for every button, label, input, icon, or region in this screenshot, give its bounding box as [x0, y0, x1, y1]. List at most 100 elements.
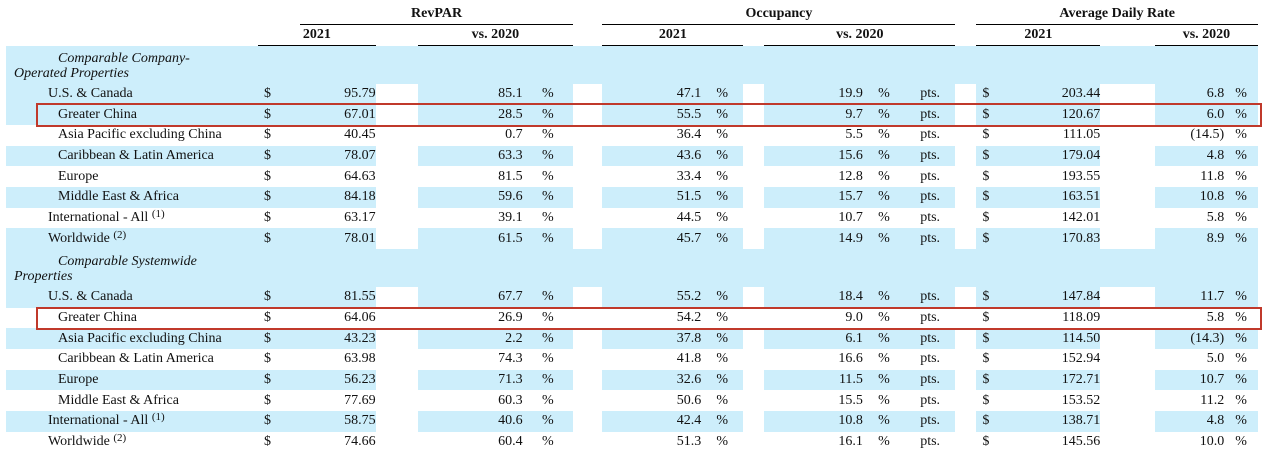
currency-symbol: $	[264, 127, 272, 143]
percent-sign: %	[716, 392, 729, 408]
spacer	[376, 432, 418, 453]
percent-sign: %	[542, 209, 554, 225]
currency-symbol: $	[982, 392, 990, 408]
footnote-marker: (2)	[113, 432, 127, 445]
revpar-change-value: 2.2	[417, 328, 523, 350]
currency-symbol: $	[976, 411, 1019, 432]
section-title: Comparable Systemwide Properties	[6, 249, 1258, 287]
percent-sign: %	[1224, 228, 1258, 249]
occupancy-change-value: 15.5	[838, 392, 863, 408]
percent-sign: %	[1224, 145, 1258, 167]
adr-2021-value: 152.94	[1061, 351, 1101, 367]
points-unit: pts.	[904, 369, 956, 391]
percent-sign: %	[716, 310, 729, 326]
occupancy-2021-value: 45.7	[602, 228, 702, 249]
section-title-line2: Operated Properties	[14, 65, 129, 81]
header-revpar-2021: 2021	[258, 24, 376, 46]
occupancy-2021-value: 33.4	[676, 168, 702, 184]
occupancy-change-value: 18.4	[764, 287, 863, 308]
percent-sign: %	[1224, 186, 1258, 208]
region-name: Middle East & Africa	[58, 392, 179, 408]
occupancy-2021-value: 51.3	[676, 434, 702, 450]
adr-2021-value: 170.83	[1018, 228, 1101, 249]
percent-sign: %	[1235, 209, 1247, 225]
spacer	[1100, 208, 1155, 229]
region-cell: Middle East & Africa	[6, 186, 259, 208]
spacer	[573, 287, 602, 308]
spacer	[1100, 308, 1155, 329]
footnote-marker: (1)	[151, 207, 165, 220]
adr-2021-value: 179.04	[1018, 145, 1101, 167]
percent-sign: %	[1224, 104, 1258, 125]
table-row: Middle East & Africa $77.69 60.3% 50.6% 15.5…	[6, 390, 1258, 411]
revpar-change-value: 60.3	[498, 392, 523, 408]
percent-sign: %	[542, 434, 554, 450]
adr-2021-value: 138.71	[1018, 411, 1101, 432]
adr-2021-value: 147.84	[1018, 287, 1101, 308]
spacer	[573, 349, 602, 370]
revpar-2021-value: 40.45	[344, 127, 376, 143]
region-cell: U.S. & Canada	[6, 287, 259, 308]
spacer	[743, 125, 764, 146]
region-cell: Middle East & Africa	[6, 390, 258, 411]
percent-sign: %	[542, 127, 554, 143]
spacer	[743, 432, 764, 453]
revpar-2021-value: 56.23	[300, 369, 376, 391]
header-group-row: RevPAR Occupancy Average Daily Rate	[6, 4, 1258, 25]
header-revpar: RevPAR	[300, 4, 574, 25]
region-name: Greater China	[58, 310, 137, 326]
spacer	[743, 287, 764, 308]
spacer	[955, 208, 976, 229]
region-name: Greater China	[58, 106, 137, 122]
adr-change-value: 6.8	[1154, 83, 1225, 105]
percent-sign: %	[522, 328, 574, 350]
spacer	[573, 166, 602, 187]
revpar-change-value: 39.1	[498, 209, 523, 225]
adr-2021-value: 203.44	[1018, 83, 1101, 105]
revpar-2021-value: 58.75	[300, 411, 376, 432]
adr-2021-value: 163.51	[1018, 186, 1101, 208]
adr-change-value: (14.3)	[1154, 328, 1225, 350]
revpar-change-value: 67.7	[417, 287, 523, 308]
table-row: Greater China $64.06 26.9% 54.2% 9.0% pts. $11…	[6, 308, 1258, 329]
table-row: Worldwide (2) $74.66 60.4% 51.3% 16.1% pts. $1…	[6, 432, 1258, 453]
occupancy-change-value: 19.9	[764, 83, 863, 105]
occupancy-2021-value: 32.6	[602, 369, 702, 391]
percent-sign: %	[862, 104, 905, 125]
adr-2021-value: 153.52	[1061, 392, 1101, 408]
revpar-change-value: 81.5	[498, 168, 523, 184]
currency-symbol: $	[976, 287, 1019, 308]
adr-change-value: (14.5)	[1190, 127, 1225, 143]
spacer	[573, 146, 602, 167]
percent-sign: %	[1235, 168, 1247, 184]
occupancy-change-value: 9.0	[845, 310, 863, 326]
spacer	[573, 432, 602, 453]
spacer	[376, 287, 418, 308]
percent-sign: %	[862, 186, 905, 208]
header-occupancy-vs: vs. 2020	[764, 24, 956, 46]
region-cell: Europe	[6, 166, 258, 187]
spacer	[955, 287, 976, 308]
percent-sign: %	[716, 209, 729, 225]
header-adr-2021: 2021	[976, 24, 1101, 46]
adr-2021-value: 193.55	[1061, 168, 1101, 184]
points-unit: pts.	[904, 83, 956, 105]
region-cell: International - All (1)	[6, 208, 258, 229]
revpar-2021-value: 74.66	[344, 434, 376, 450]
region-name: International - All	[48, 413, 149, 429]
spacer	[743, 84, 764, 105]
occupancy-2021-value: 44.5	[676, 209, 702, 225]
spacer	[1100, 104, 1155, 125]
spacer	[1100, 287, 1155, 308]
currency-symbol: $	[258, 228, 301, 249]
revpar-change-value: 0.7	[505, 127, 523, 143]
spacer	[1100, 432, 1155, 453]
revpar-2021-value: 84.18	[300, 186, 376, 208]
percent-sign: %	[1235, 310, 1247, 326]
region-cell: Greater China	[6, 104, 259, 125]
occupancy-change-value: 15.6	[764, 145, 863, 167]
spacer	[573, 390, 602, 411]
occupancy-change-value: 16.6	[838, 351, 863, 367]
spacer	[573, 308, 602, 329]
